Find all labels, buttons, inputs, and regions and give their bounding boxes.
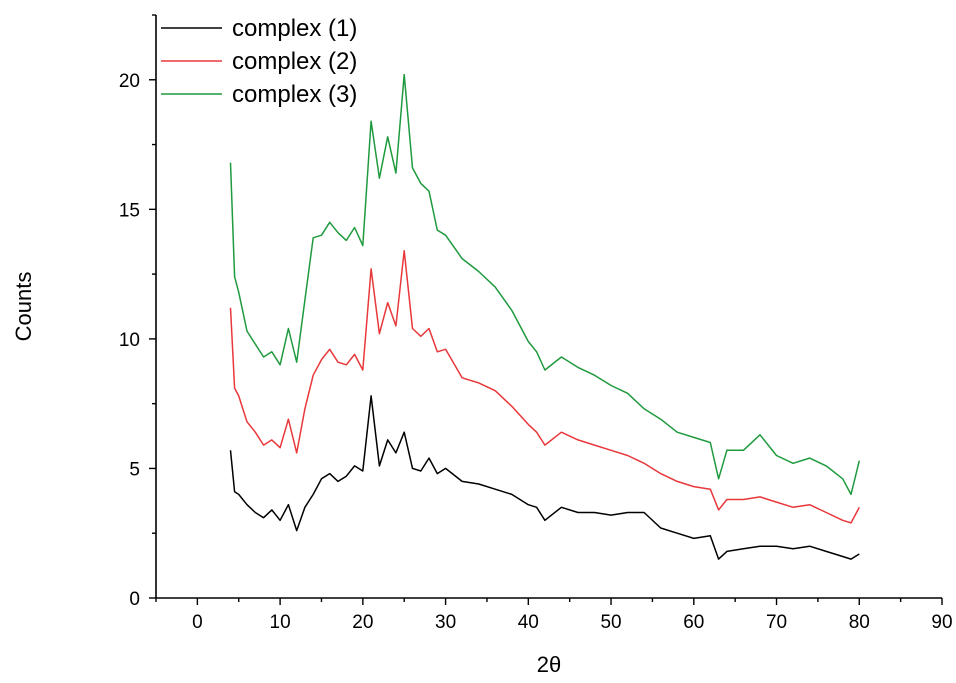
y-tick-label: 0 [129, 589, 140, 610]
x-tick-label: 0 [192, 612, 203, 633]
x-tick-label: 70 [766, 612, 787, 633]
legend-label-2: complex (2) [232, 48, 357, 75]
legend: complex (1) complex (2) complex (3) [161, 15, 357, 108]
y-axis-title: Counts [11, 272, 36, 342]
x-axis-ticks: 0 10 20 30 40 50 60 70 80 90 [155, 598, 953, 633]
y-tick-label: 20 [119, 71, 140, 92]
x-tick-label: 20 [352, 612, 373, 633]
series-line-3 [229, 73, 861, 496]
plot-area: 0 10 20 30 40 50 60 70 80 90 0 5 10 15 20 [119, 14, 953, 633]
x-axis-title: 2θ [537, 652, 561, 677]
series-group [229, 73, 861, 560]
y-tick-label: 5 [129, 459, 140, 480]
x-tick-label: 80 [849, 612, 870, 633]
x-tick-label: 90 [931, 612, 952, 633]
series-line-2 [229, 250, 860, 524]
y-axis-ticks: 0 5 10 15 20 [119, 14, 156, 610]
y-tick-label: 10 [119, 330, 140, 351]
y-tick-label: 15 [119, 200, 140, 221]
x-tick-label: 50 [600, 612, 621, 633]
x-tick-label: 60 [683, 612, 704, 633]
x-tick-label: 10 [270, 612, 291, 633]
legend-label-1: complex (1) [232, 15, 357, 42]
series-line-1 [229, 395, 860, 560]
legend-label-3: complex (3) [232, 81, 357, 108]
x-tick-label: 40 [518, 612, 539, 633]
x-tick-label: 30 [435, 612, 456, 633]
